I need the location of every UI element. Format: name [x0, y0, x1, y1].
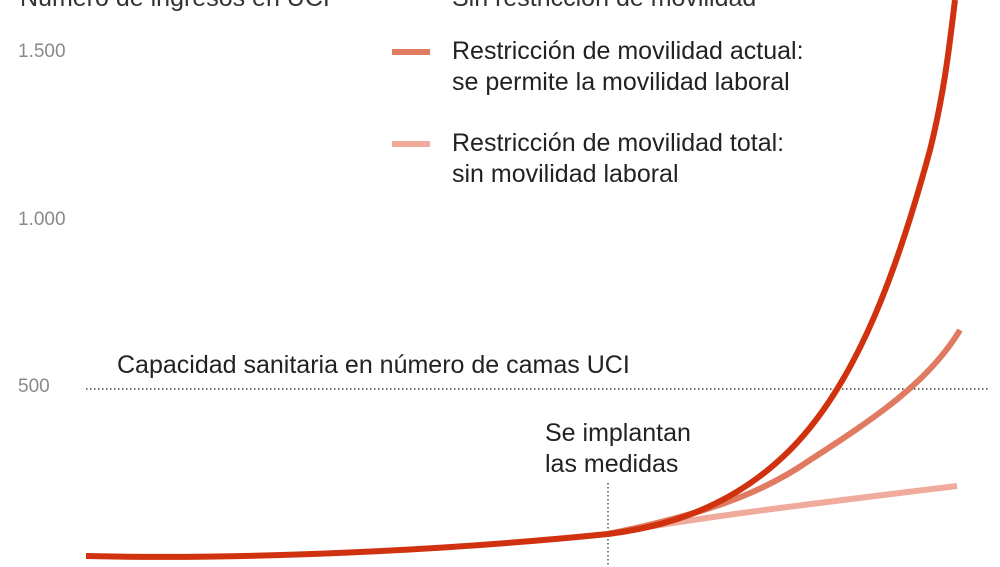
- legend-item-total: Restricción de movilidad total: sin movi…: [392, 128, 852, 190]
- y-tick-1500: 1.500: [18, 41, 66, 62]
- legend-swatch-total: [392, 141, 430, 147]
- series-current-restriction: [607, 328, 963, 537]
- capacity-line-label: Capacidad sanitaria en número de camas U…: [117, 351, 630, 379]
- cut-off-legend-item: Sin restricción de movilidad: [452, 0, 756, 13]
- legend-label-actual: Restricción de movilidad actual: se perm…: [452, 37, 804, 96]
- intervention-annotation: Se implantan las medidas: [545, 419, 691, 478]
- legend-swatch-actual: [392, 49, 430, 55]
- y-tick-500: 500: [18, 376, 50, 397]
- y-tick-1000: 1.000: [18, 209, 66, 230]
- legend-label-total: Restricción de movilidad total: sin movi…: [452, 129, 785, 188]
- legend-item-actual: Restricción de movilidad actual: se perm…: [392, 36, 852, 98]
- series-no-restriction: [85, 0, 958, 560]
- cut-off-axis-title: Número de ingresos en UCI: [20, 0, 330, 13]
